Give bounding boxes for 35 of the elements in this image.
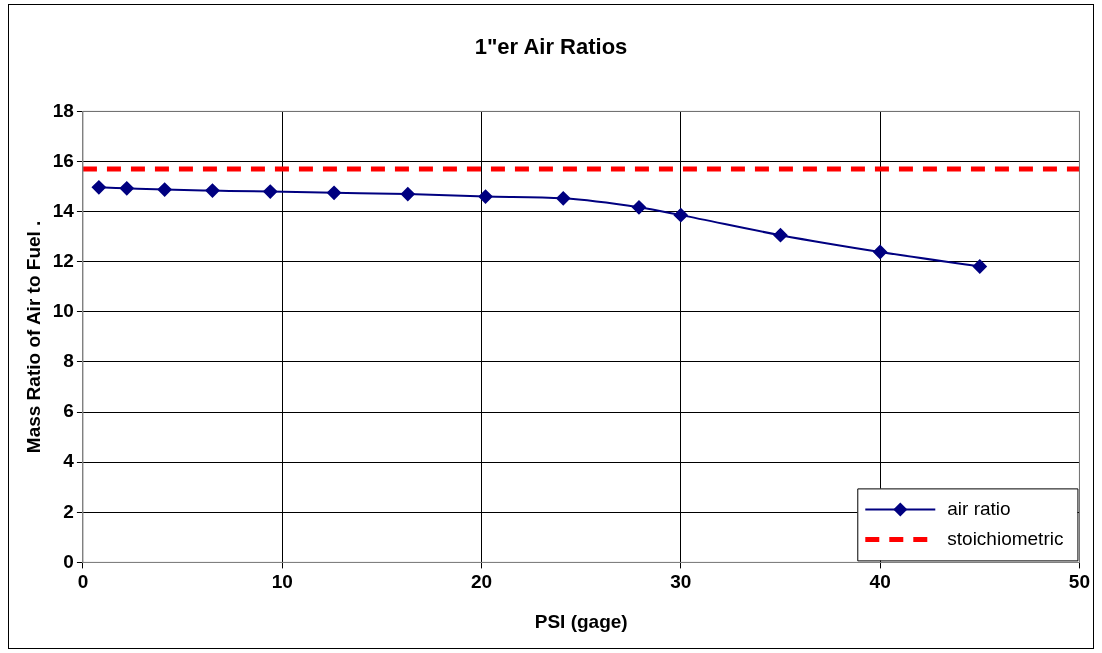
x-tick-label: 20 [470, 571, 493, 593]
y-axis-title: Mass Ratio of Air to Fuel . [22, 220, 44, 454]
point [400, 187, 415, 202]
x-tick-label: 50 [1068, 571, 1090, 593]
y-tick-label: 0 [63, 550, 74, 572]
chart-title: 1"er Air Ratios [474, 34, 628, 60]
x-tick-label: 30 [670, 571, 692, 593]
point [773, 228, 788, 243]
x-tick-label: 0 [77, 571, 89, 593]
point [327, 185, 342, 200]
point [119, 181, 134, 196]
point [673, 208, 688, 223]
x-tick-label: 40 [869, 571, 891, 593]
y-tick-label: 10 [52, 300, 74, 322]
point [263, 184, 278, 199]
y-tick-label: 12 [52, 249, 74, 271]
y-tick-label: 14 [52, 199, 75, 221]
point [205, 183, 220, 198]
y-tick-label: 4 [63, 450, 75, 472]
legend-label: stoichiometric [947, 527, 1064, 549]
y-tick-label: 8 [63, 350, 74, 372]
y-tick-label: 2 [63, 500, 74, 522]
point [972, 259, 987, 274]
y-tick-label: 16 [52, 149, 74, 171]
y-tick-label: 18 [52, 99, 74, 121]
y-tick-label: 6 [63, 400, 74, 422]
legend-label: air ratio [947, 497, 1011, 519]
point [631, 200, 646, 215]
x-tick-label: 10 [271, 571, 293, 593]
point [873, 244, 888, 259]
x-axis-title: PSI (gage) [534, 610, 628, 632]
point [157, 182, 172, 197]
point [556, 191, 571, 206]
point [478, 189, 493, 204]
point [91, 180, 106, 195]
